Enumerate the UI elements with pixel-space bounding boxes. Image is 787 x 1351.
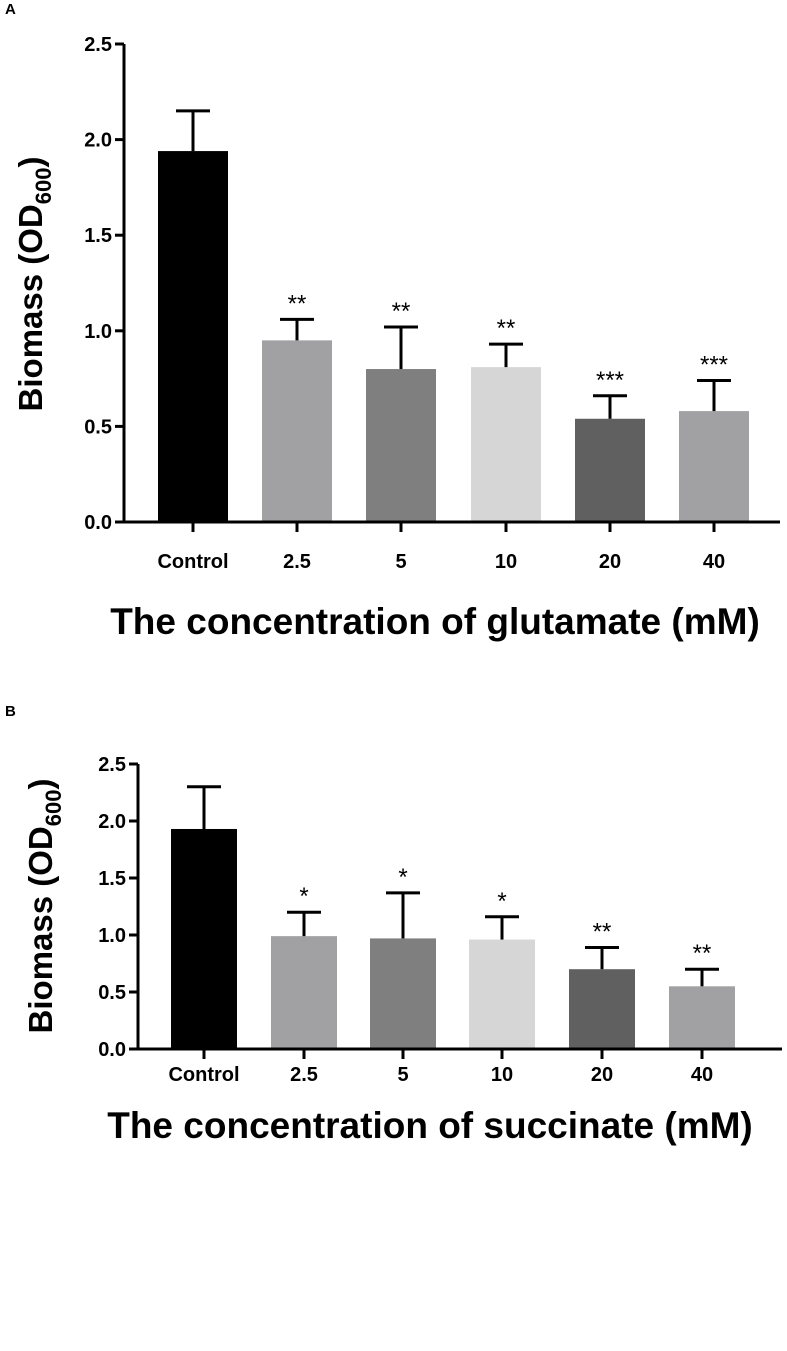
- y-axis-title: Biomass (OD600): [12, 157, 56, 412]
- y-tick-label: 0.0: [84, 512, 112, 534]
- x-tick-label: 40: [703, 551, 725, 573]
- bar-2-5: [271, 936, 337, 1049]
- y-tick-label: 0.5: [84, 416, 112, 438]
- significance-label: **: [593, 919, 612, 946]
- significance-label: **: [288, 290, 307, 317]
- panel-letter: A: [5, 1, 16, 18]
- y-tick-label: 1.0: [84, 321, 112, 343]
- x-tick-label: Control: [157, 551, 228, 573]
- y-axis-title-subscript: 600: [41, 790, 66, 827]
- x-tick-label: 10: [495, 551, 517, 573]
- x-tick-label: 20: [591, 1064, 613, 1086]
- significance-label: **: [497, 315, 516, 342]
- y-axis-title-end: ): [22, 779, 59, 790]
- y-tick-label: 2.0: [84, 130, 112, 152]
- y-tick-label: 1.0: [98, 925, 126, 947]
- significance-label: *: [398, 864, 407, 891]
- y-tick-label: 2.5: [84, 34, 112, 56]
- y-tick-label: 0.5: [98, 982, 126, 1004]
- x-axis-title: The concentration of succinate (mM): [107, 1105, 753, 1146]
- significance-label: **: [392, 298, 411, 325]
- x-tick-label: 20: [599, 551, 621, 573]
- significance-label: *: [497, 888, 506, 915]
- y-tick-label: 0.0: [98, 1039, 126, 1061]
- bar-5: [370, 938, 436, 1049]
- panel-letter: B: [5, 703, 16, 720]
- y-axis-title-subscript: 600: [31, 168, 56, 205]
- significance-label: ***: [700, 352, 728, 379]
- bar-2-5: [262, 340, 332, 522]
- x-axis-title: The concentration of glutamate (mM): [110, 601, 760, 642]
- x-tick-label: 40: [691, 1064, 713, 1086]
- bar-40: [679, 411, 749, 522]
- y-axis-title-end: ): [12, 157, 49, 168]
- bar-40: [669, 986, 735, 1049]
- significance-label: *: [299, 883, 308, 910]
- y-tick-label: 1.5: [98, 868, 126, 890]
- x-tick-label: 5: [397, 1064, 408, 1086]
- bar-20: [575, 418, 645, 522]
- x-tick-label: Control: [168, 1064, 239, 1086]
- bar-10: [469, 939, 535, 1049]
- bar-10: [471, 367, 541, 522]
- x-tick-label: 2.5: [283, 551, 311, 573]
- bar-5: [366, 369, 436, 522]
- bar-20: [569, 969, 635, 1049]
- y-axis-title: Biomass (OD600): [22, 779, 66, 1034]
- bar-control: [158, 151, 228, 522]
- bar-control: [171, 828, 237, 1049]
- x-tick-label: 5: [395, 551, 406, 573]
- significance-label: **: [693, 940, 712, 967]
- significance-label: ***: [596, 367, 624, 394]
- y-tick-label: 2.5: [98, 754, 126, 776]
- y-tick-label: 1.5: [84, 225, 112, 247]
- y-tick-label: 2.0: [98, 811, 126, 833]
- y-axis-title-main: Biomass (OD: [12, 204, 49, 411]
- x-tick-label: 2.5: [290, 1064, 318, 1086]
- y-axis-title-main: Biomass (OD: [22, 826, 59, 1033]
- x-tick-label: 10: [491, 1064, 513, 1086]
